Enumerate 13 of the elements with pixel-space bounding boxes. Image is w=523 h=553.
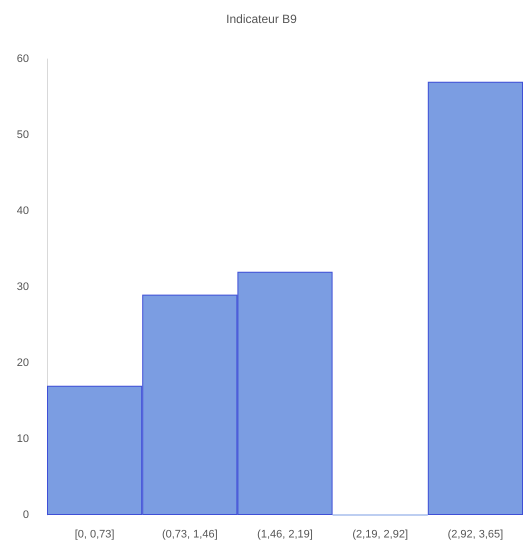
y-tick-label: 10 <box>16 433 29 445</box>
y-tick-label: 30 <box>16 281 29 293</box>
y-tick-label: 40 <box>16 205 29 217</box>
y-tick-label: 0 <box>22 509 29 521</box>
x-tick-label: (1,46, 2,19] <box>257 528 313 540</box>
y-tick-label: 60 <box>16 53 29 65</box>
chart-title: Indicateur B9 <box>226 12 298 26</box>
x-tick-label: (0,73, 1,46] <box>162 528 218 540</box>
x-tick-label: [0, 0,73] <box>74 528 114 540</box>
x-tick-label: (2,19, 2,92] <box>352 528 408 540</box>
x-tick-label: (2,92, 3,65] <box>448 528 504 540</box>
y-tick-label: 50 <box>16 129 29 141</box>
y-tick-label: 20 <box>16 357 29 369</box>
